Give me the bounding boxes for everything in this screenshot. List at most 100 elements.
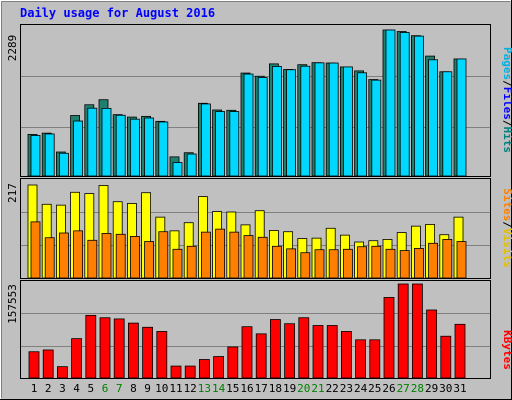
bar-sites [186,245,197,279]
bar-kbytes [156,331,168,379]
bar-sites [172,248,183,279]
bar-sites [413,248,424,279]
visits-ymax-label: 217 [6,183,19,203]
x-tick-label: 20 [297,382,310,395]
bar-sites [59,232,69,279]
bar-kbytes [85,314,97,379]
bar-sites [371,245,382,279]
bar-sites [87,239,98,279]
bar-files [215,111,226,177]
bar-files [129,118,140,177]
bar-files [229,111,240,177]
x-tick-label: 12 [184,382,197,395]
bar-files [59,152,69,177]
bar-sites [257,236,268,279]
x-tick-label: 26 [382,382,395,395]
bar-kbytes [454,323,466,379]
bar-sites [144,241,155,279]
bar-kbytes [227,346,239,379]
bar-kbytes [426,309,438,379]
bar-files [44,133,55,177]
bar-sites [73,230,83,279]
bar-files [428,59,439,177]
svg-text:Pages/Files/Hits: Pages/Files/Hits [501,47,512,153]
x-tick-label: 8 [130,382,137,395]
x-tick-label: 13 [198,382,211,395]
x-tick-label: 29 [425,382,438,395]
bar-kbytes [369,339,381,379]
bar-sites [442,239,453,279]
bar-kbytes [397,283,409,379]
bar-files [300,65,311,177]
x-tick-label: 28 [411,382,424,395]
x-tick-label: 1 [31,382,38,395]
legend-hits: Hits [501,127,512,154]
bar-sites [101,233,112,279]
bar-files [413,35,424,177]
bar-sites [215,228,226,279]
bar-kbytes [440,335,452,379]
bar-sites [129,236,140,279]
bar-kbytes [99,317,111,379]
bar-files [456,58,467,177]
bar-sites [385,248,396,279]
bar-files [442,71,453,177]
bar-files [286,69,297,177]
x-tick-label: 4 [73,382,80,395]
bar-files [314,62,325,177]
bar-kbytes [213,356,225,379]
bar-kbytes [28,351,40,379]
bar-kbytes [340,331,352,379]
x-tick-label: 19 [283,382,296,395]
legend-files: Files [501,87,512,120]
bar-kbytes [255,333,267,379]
x-tick-label: 31 [453,382,466,395]
bar-kbytes [57,366,68,379]
bar-files [73,120,83,177]
x-tick-label: 17 [255,382,268,395]
bar-files [200,103,211,177]
bar-sites [286,248,297,279]
legend-sep-1: / [501,80,512,87]
bar-kbytes [198,359,210,379]
x-tick-label: 24 [354,382,368,395]
x-tick-label: 27 [397,382,410,395]
bar-files [399,32,410,177]
x-tick-label: 25 [368,382,381,395]
bar-sites [158,231,169,279]
bar-kbytes [284,323,296,379]
bar-files [271,66,282,177]
bar-kbytes [298,317,310,379]
x-tick-label: 16 [240,382,253,395]
bar-kbytes [170,365,182,379]
bar-kbytes [312,325,324,379]
x-tick-label: 5 [87,382,94,395]
bar-sites [300,252,311,279]
bar-files [385,29,396,177]
svg-text:Sites/Visits: Sites/Visits [501,188,512,268]
bar-kbytes [184,365,196,379]
legend-kbytes: KBytes [501,330,512,370]
bar-files [371,79,382,177]
bar-files [144,117,155,177]
bar-files [186,153,197,177]
bar-files [342,66,353,177]
bar-files [357,72,368,177]
bar-files [257,77,268,177]
x-tick-label: 15 [226,382,239,395]
bar-sites [314,249,325,279]
bar-sites [271,245,282,279]
bar-sites [456,241,467,279]
bar-files [243,73,254,177]
bar-files [101,107,112,177]
hits-ymax-label: 2289 [6,35,19,62]
x-tick-label: 30 [439,382,452,395]
bar-kbytes [127,322,139,379]
bar-files [87,107,98,177]
legend-sep-2: / [501,120,512,127]
bar-kbytes [411,283,423,379]
bar-sites [30,221,41,279]
bar-sites [328,249,339,279]
bar-kbytes [42,349,54,379]
